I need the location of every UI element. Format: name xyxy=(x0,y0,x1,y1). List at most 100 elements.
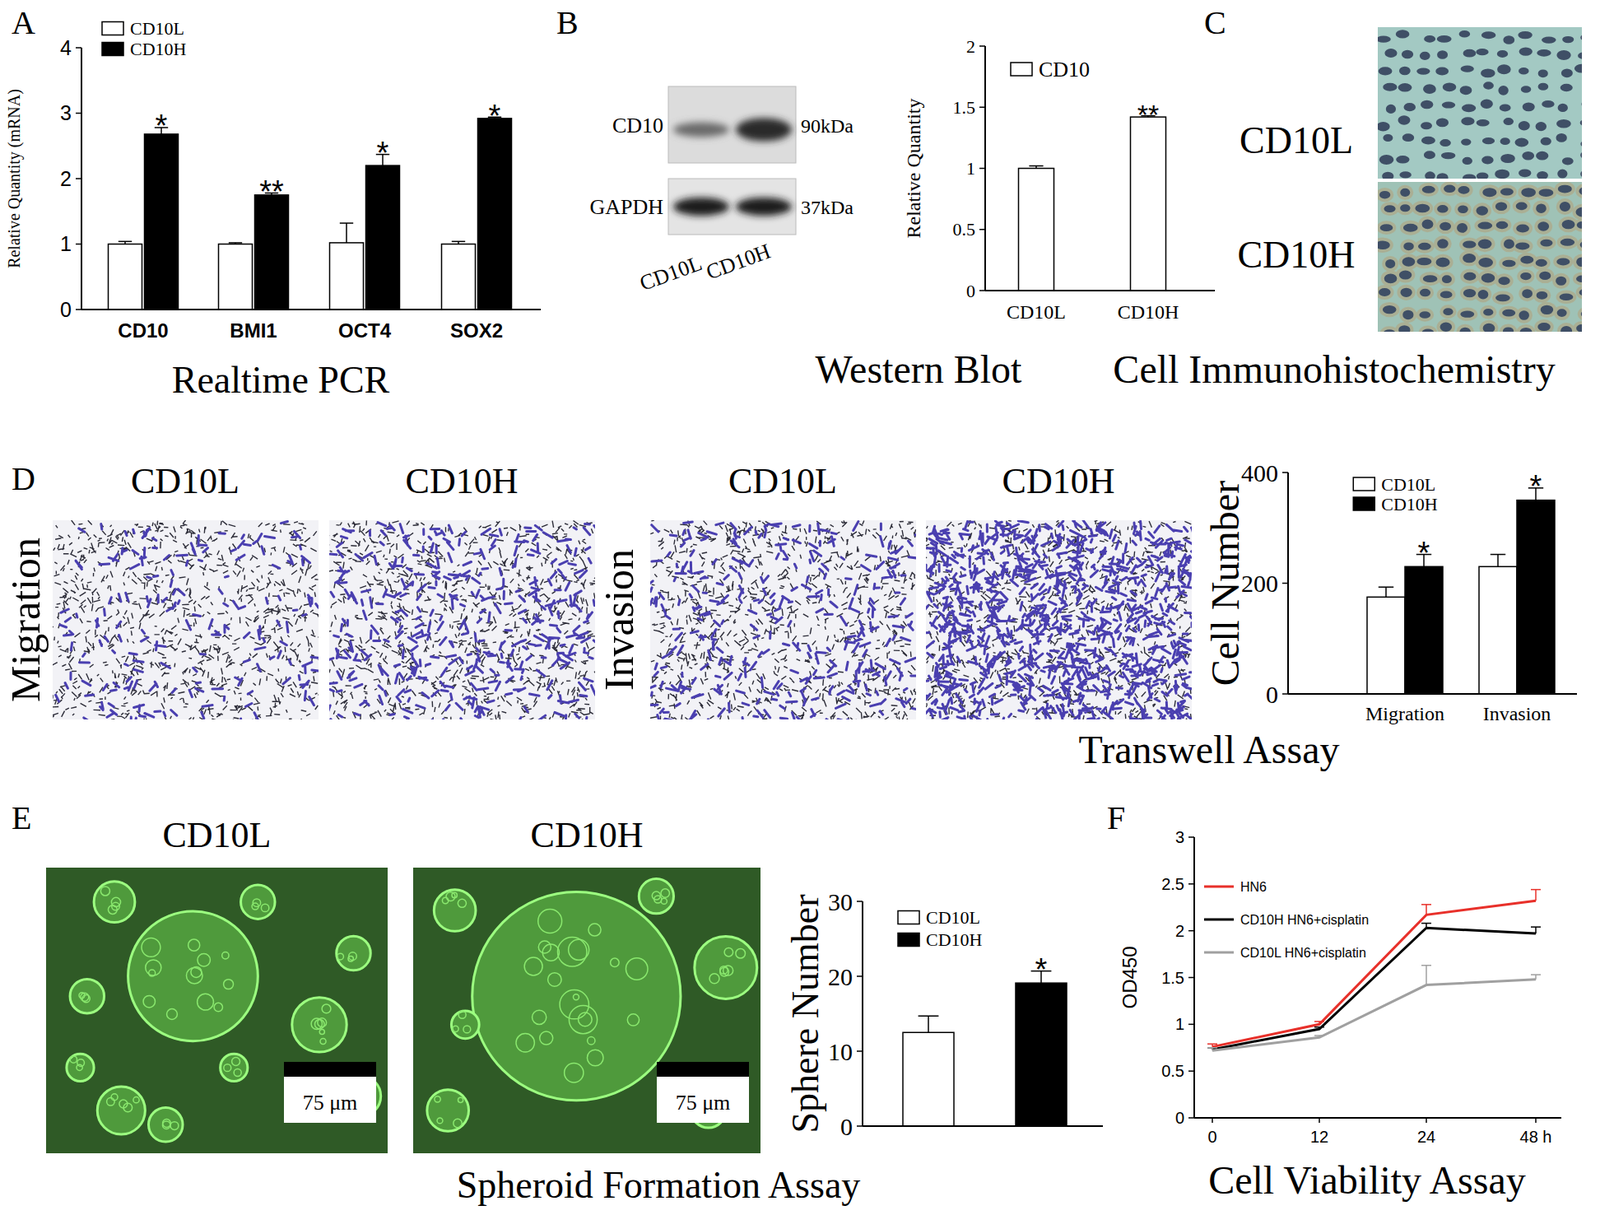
legend: CD10LCD10H xyxy=(102,18,187,60)
y-axis xyxy=(80,47,83,310)
spheroid-texture xyxy=(148,969,156,977)
transwell-image xyxy=(925,520,1192,720)
error-bar xyxy=(1421,923,1432,929)
y-tick-label: 0 xyxy=(1175,1108,1185,1127)
spheroid-texture xyxy=(223,979,234,990)
y-tick xyxy=(979,228,986,231)
y-tick-label: 3 xyxy=(1175,827,1185,847)
spheroid-texture xyxy=(69,1055,77,1063)
transwell-image xyxy=(52,520,319,720)
spheroid-texture xyxy=(610,958,620,968)
spheroid-texture xyxy=(625,958,648,981)
bar xyxy=(441,244,476,311)
error-bar xyxy=(1530,889,1541,902)
error-bar xyxy=(451,241,466,244)
y-tick-label: 4 xyxy=(60,36,72,60)
spheroid xyxy=(241,884,276,920)
y-tick xyxy=(75,308,82,311)
significance: * xyxy=(488,98,502,134)
transwell-images: MigrationCD10LCD10HInvasionCD10LCD10H xyxy=(2,460,1201,727)
error-cap xyxy=(1314,1020,1325,1023)
error-bar xyxy=(1490,554,1506,568)
spheroid xyxy=(97,1086,145,1135)
error-cap xyxy=(1314,1026,1325,1028)
bar xyxy=(144,134,179,310)
series-line xyxy=(1212,979,1536,1051)
spheroid-texture xyxy=(709,973,720,984)
ihc-nuclei xyxy=(1377,29,1582,179)
y-tick-label: 0 xyxy=(60,297,72,321)
bar xyxy=(218,244,253,311)
transwell-pores xyxy=(650,520,917,720)
y-tick xyxy=(1282,471,1289,474)
plot-marks xyxy=(1207,889,1541,1052)
error-cap xyxy=(118,241,132,243)
bar xyxy=(902,1032,954,1126)
error-stem xyxy=(927,1015,930,1033)
error-cap xyxy=(228,241,242,244)
spheroid-texture xyxy=(111,1093,118,1101)
spheroid-texture xyxy=(76,1064,83,1070)
error-stem xyxy=(1534,974,1537,980)
y-tick xyxy=(856,975,863,977)
scale-bar-label: 75 μm xyxy=(675,1090,731,1115)
y-tick-label: 200 xyxy=(1241,569,1279,597)
legend-swatch xyxy=(102,42,124,56)
significance: * xyxy=(376,135,390,171)
significance: * xyxy=(1418,535,1431,571)
spheroid-texture xyxy=(578,1012,593,1027)
spheroid-texture xyxy=(564,1063,584,1083)
y-tick xyxy=(1188,1069,1195,1072)
spheroid-texture xyxy=(532,1009,547,1024)
spheroid xyxy=(638,879,674,914)
error-cap xyxy=(339,222,354,224)
spheroid-texture xyxy=(587,1037,596,1045)
bar xyxy=(1404,566,1443,694)
ihc-label: CD10L xyxy=(1239,119,1354,162)
spheroid-texture xyxy=(186,967,203,984)
error-cap xyxy=(1207,1042,1218,1045)
error-stem xyxy=(1534,926,1537,934)
spheroid-texture xyxy=(320,1037,326,1044)
x-tick-label: CD10L xyxy=(1006,301,1066,323)
spheroid-texture xyxy=(539,1031,554,1045)
band-label: CD10 xyxy=(612,113,664,138)
spheroid-texture xyxy=(145,959,162,976)
spheroid-label: CD10H xyxy=(530,814,644,856)
x-tick-label: CD10H xyxy=(1117,301,1180,323)
legend: HN6CD10H HN6+cisplatinCD10L HN6+cisplati… xyxy=(1204,879,1369,960)
legend: CD10 xyxy=(1010,57,1090,82)
spheroid xyxy=(451,1010,480,1039)
y-tick xyxy=(979,167,986,170)
significance: * xyxy=(1035,952,1048,987)
error-bar xyxy=(1207,1047,1218,1051)
spheroid-texture xyxy=(252,898,261,907)
spheroid xyxy=(472,892,681,1101)
legend: CD10LCD10H xyxy=(1353,474,1438,515)
spheroid xyxy=(292,997,347,1052)
error-bar xyxy=(1530,926,1541,934)
y-tick xyxy=(1188,976,1195,979)
spheroid-texture xyxy=(197,953,210,966)
spheroid xyxy=(427,1089,470,1132)
y-tick xyxy=(979,45,986,47)
y-tick xyxy=(1188,930,1195,932)
spheroid-texture xyxy=(457,898,466,907)
plot-marks xyxy=(902,971,1067,1126)
y-tick-label: 10 xyxy=(827,1037,853,1066)
error-stem xyxy=(1385,586,1387,597)
series-line xyxy=(1212,900,1536,1047)
spheroid-texture xyxy=(141,937,161,957)
spheroid-texture xyxy=(222,952,229,959)
legend-swatch xyxy=(102,22,124,36)
transwell-column-label: CD10H xyxy=(405,460,519,502)
legend-swatch xyxy=(1204,885,1234,889)
transwell-column-label: CD10L xyxy=(728,460,838,502)
y-tick-label: 1.5 xyxy=(953,97,977,118)
bar xyxy=(1130,116,1167,291)
spheroid-texture xyxy=(452,1025,459,1032)
legend-label: CD10L xyxy=(925,906,981,928)
error-cap xyxy=(1530,925,1541,928)
bar xyxy=(1479,566,1517,694)
legend-label: CD10H xyxy=(925,929,983,950)
